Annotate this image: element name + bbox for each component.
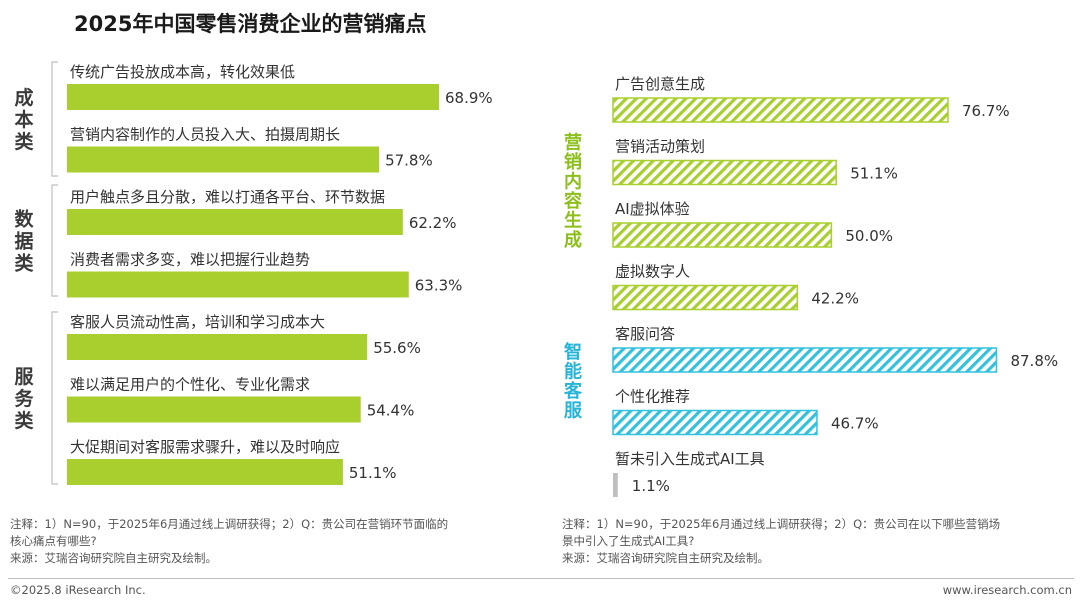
left-bar [67,334,368,360]
right-value-label: 87.8% [1010,352,1058,370]
left-note-line-1: 注释：1）N=90，于2025年6月通过线上调研获得；2）Q：贵公司在营销环节面… [10,517,449,531]
left-bar [67,209,403,235]
left-group-label: 数据类 [14,208,34,275]
right-bar-chart: 广告创意生成 76.7% 营销活动策划 51.1% AI虚拟体验 50.0% 虚拟数字人 42… [564,75,1058,497]
left-source: 来源：艾瑞咨询研究院自主研究及绘制。 [10,551,217,565]
left-bar [67,459,343,485]
left-category-label: 消费者需求多变，难以把握行业趋势 [70,251,310,269]
right-bar [612,347,998,373]
footer-website[interactable]: www.iresearch.com.cn [942,583,1072,597]
right-value-label: 46.7% [831,415,879,433]
left-category-label: 传统广告投放成本高，转化效果低 [70,63,295,81]
right-category-label: 虚拟数字人 [615,263,690,281]
right-bar [612,222,833,248]
right-category-label: 广告创意生成 [615,75,705,93]
left-category-label: 难以满足用户的个性化、专业化需求 [70,376,310,394]
right-group-label: 智能客服 [564,341,583,422]
left-note: 注释：1）N=90，于2025年6月通过线上调研获得；2）Q：贵公司在营销环节面… [10,516,448,567]
footer-divider [8,578,1074,579]
right-note: 注释：1）N=90，于2025年6月通过线上调研获得；2）Q：贵公司在以下哪些营… [562,516,1000,567]
footer-copyright: ©2025.8 iResearch Inc. [10,583,146,597]
right-category-label: 个性化推荐 [615,388,690,406]
left-category-label: 用户触点多且分散，难以打通各平台、环节数据 [70,188,385,206]
left-value-label: 57.8% [385,152,433,170]
right-bar [612,409,818,436]
right-group-label: 营销内容生成 [564,131,582,251]
left-value-label: 62.2% [409,214,457,232]
left-value-label: 55.6% [373,339,421,357]
right-bar [612,97,949,123]
right-category-label: AI虚拟体验 [615,200,690,218]
right-bar [612,284,799,311]
right-note-line-2: 景中引入了生成式AI工具? [562,534,695,548]
left-group-label: 服务类 [14,366,34,432]
left-group-bracket [51,184,58,297]
left-group-bracket [51,61,58,177]
left-group-label: 成本类 [14,86,33,153]
left-value-label: 54.4% [367,402,415,420]
right-category-label: 营销活动策划 [615,138,705,156]
left-bar [67,396,361,423]
right-category-label: 客服问答 [615,325,675,343]
right-bar [612,159,837,186]
right-value-label: 42.2% [811,290,859,308]
chart-title: 2025年中国零售消费企业的营销痛点 [74,12,427,36]
right-value-label: 1.1% [632,477,670,495]
left-category-label: 营销内容制作的人员投入大、拍摄周期长 [70,126,340,144]
left-bar [67,146,380,173]
left-category-label: 大促期间对客服需求骤升，难以及时响应 [70,438,340,456]
left-value-label: 51.1% [349,464,397,482]
right-note-line-1: 注释：1）N=90，于2025年6月通过线上调研获得；2）Q：贵公司在以下哪些营… [562,517,1001,531]
right-category-label: 暂未引入生成式AI工具 [615,450,765,468]
left-group-bracket [51,311,58,485]
left-bar-chart: 传统广告投放成本高，转化效果低 68.9% 营销内容制作的人员投入大、拍摄周期长 57… [14,61,493,485]
right-value-label: 50.0% [845,227,893,245]
right-value-label: 51.1% [850,165,898,183]
left-note-line-2: 核心痛点有哪些? [10,534,97,548]
left-bar [67,271,409,298]
left-value-label: 68.9% [445,89,493,107]
left-value-label: 63.3% [415,277,463,295]
left-bar [67,84,439,110]
left-category-label: 客服人员流动性高，培训和学习成本大 [70,313,325,331]
right-bar [613,473,618,497]
right-source: 来源：艾瑞咨询研究院自主研究及绘制。 [562,551,769,565]
right-value-label: 76.7% [962,102,1010,120]
